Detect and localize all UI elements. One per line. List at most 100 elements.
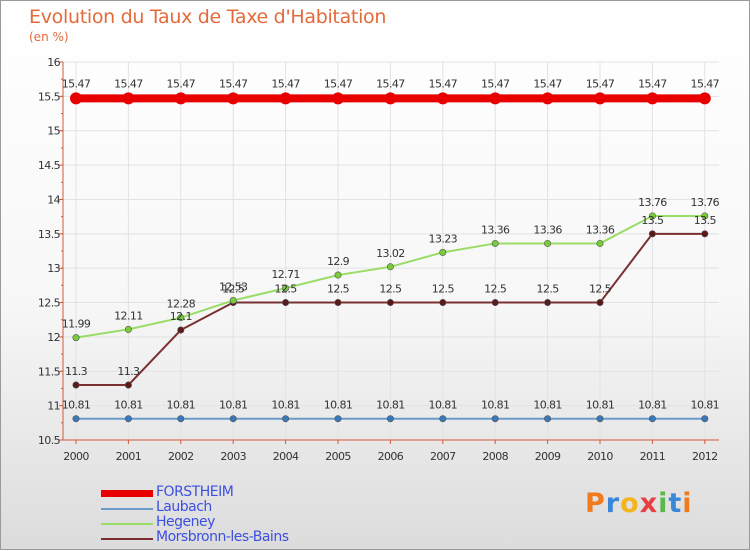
x-tick-label: 2003: [220, 450, 246, 463]
data-point: [282, 284, 290, 292]
data-point: [122, 92, 135, 105]
data-point: [70, 92, 82, 105]
data-label: 10.81: [62, 399, 91, 412]
chart-title: Evolution du Taux de Taxe d'Habitation: [29, 6, 387, 28]
data-point: [648, 415, 656, 423]
data-label: 10.81: [167, 399, 196, 412]
data-point: [436, 92, 449, 105]
data-point: [439, 248, 447, 256]
data-point: [646, 92, 659, 105]
data-label: 10.81: [376, 399, 405, 412]
data-point: [596, 239, 604, 247]
logo-letter: i: [658, 488, 669, 519]
legend-swatch: [101, 538, 153, 540]
data-label: 15.47: [167, 77, 196, 90]
data-point: [701, 415, 709, 423]
legend-label: Laubach: [156, 499, 212, 515]
data-point: [282, 299, 290, 307]
data-point: [386, 299, 394, 307]
legend-swatch: [101, 490, 153, 497]
data-label: 13.23: [429, 232, 458, 245]
data-label: 15.47: [271, 77, 300, 90]
data-label: 13.36: [533, 223, 562, 236]
legend-swatch: [101, 523, 153, 525]
data-label: 12.11: [114, 309, 143, 322]
data-label: 15.47: [586, 77, 615, 90]
data-label: 15.47: [114, 77, 143, 90]
data-label: 10.81: [219, 399, 248, 412]
data-point: [544, 415, 552, 423]
logo-letter: i: [682, 488, 693, 519]
x-tick-label: 2002: [168, 450, 194, 463]
data-label: 15.47: [638, 77, 667, 90]
data-label: 13.5: [694, 214, 717, 227]
data-point: [701, 212, 709, 220]
data-label: 11.3: [117, 365, 140, 378]
y-tick-label: 11.5: [38, 365, 61, 378]
data-label: 15.47: [376, 77, 405, 90]
y-tick-label: 12: [47, 331, 60, 344]
data-point: [124, 325, 132, 333]
data-label: 11.99: [62, 318, 91, 331]
data-label: 10.81: [481, 399, 510, 412]
legend-label: FORSTHEIM: [156, 484, 234, 500]
data-label: 10.81: [533, 399, 562, 412]
data-point: [596, 299, 604, 307]
data-label: 12.53: [219, 280, 248, 293]
data-point: [229, 415, 237, 423]
data-label: 12.5: [379, 283, 402, 296]
data-point: [332, 92, 344, 105]
data-point: [491, 415, 499, 423]
x-tick-label: 2012: [692, 450, 718, 463]
data-label: 10.81: [429, 399, 458, 412]
x-tick-label: 2007: [430, 450, 456, 463]
data-point: [124, 381, 132, 389]
x-tick-label: 2005: [325, 450, 351, 463]
data-point: [544, 239, 552, 247]
data-point: [648, 230, 656, 238]
data-point: [386, 263, 394, 271]
data-label: 13.36: [586, 223, 615, 236]
chart-subtitle: (en %): [29, 30, 69, 44]
data-point: [334, 299, 342, 307]
x-tick-label: 2006: [378, 450, 404, 463]
data-point: [229, 296, 237, 304]
data-label: 15.47: [429, 77, 458, 90]
data-point: [334, 415, 342, 423]
logo-letter: P: [585, 488, 606, 519]
data-label: 13.02: [376, 247, 405, 260]
data-point: [177, 415, 185, 423]
data-point: [594, 92, 606, 105]
data-label: 12.71: [271, 268, 300, 281]
data-label: 13.76: [691, 196, 720, 209]
y-tick-label: 11: [47, 400, 60, 413]
data-label: 15.47: [219, 77, 248, 90]
logo-letter: t: [668, 488, 683, 519]
data-label: 15.47: [533, 77, 562, 90]
data-point: [544, 299, 552, 307]
data-label: 12.28: [167, 298, 196, 311]
y-tick-label: 15.5: [38, 90, 61, 103]
data-point: [227, 92, 240, 105]
data-label: 12.5: [275, 283, 298, 296]
data-label: 12.5: [327, 283, 350, 296]
data-label: 15.47: [691, 77, 720, 90]
legend-swatch: [101, 508, 153, 510]
logo-letter: r: [605, 488, 621, 519]
data-label: 13.5: [641, 214, 664, 227]
data-point: [384, 92, 397, 105]
data-label: 15.47: [481, 77, 510, 90]
data-point: [596, 415, 604, 423]
x-tick-label: 2001: [116, 450, 142, 463]
data-point: [491, 299, 499, 307]
data-point: [648, 212, 656, 220]
data-point: [72, 381, 80, 389]
logo-letter: o: [620, 488, 640, 519]
x-tick-label: 2009: [535, 450, 561, 463]
y-tick-label: 12.5: [38, 297, 61, 310]
legend-label: Morsbronn-les-Bains: [156, 529, 289, 545]
y-tick-label: 13.5: [38, 228, 61, 241]
y-tick-label: 10.5: [38, 434, 61, 447]
